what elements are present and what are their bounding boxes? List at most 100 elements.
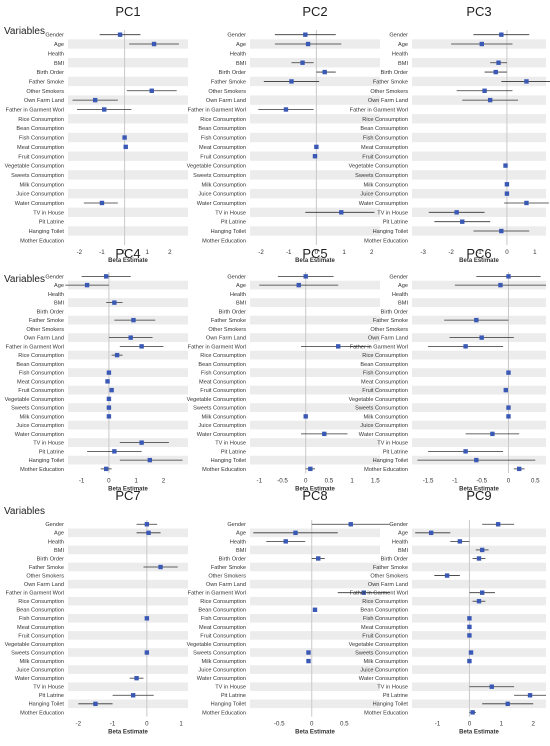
estimate-point: [303, 274, 308, 279]
estimate-point: [524, 79, 529, 84]
variable-label: Milk Consumption: [364, 182, 408, 188]
variable-label: Fruit Consumption: [18, 388, 64, 394]
variable-label: Vegetable Consumption: [5, 164, 64, 170]
estimate-point: [499, 228, 504, 234]
variable-label: Sweets Consumption: [193, 173, 246, 179]
x-tick-label: -2: [258, 249, 264, 256]
variable-label: Mother Education: [202, 467, 246, 473]
estimate-point: [504, 182, 510, 187]
panel-pc2: PC2 Gender Age Health BMI Birth Order Father S…: [187, 4, 380, 264]
estimate-point: [460, 219, 465, 224]
x-tick-label: -0.5: [277, 477, 288, 484]
variable-label: Other Smokers: [208, 573, 246, 579]
variable-label: Water Consumption: [359, 676, 408, 682]
estimate-point: [463, 449, 468, 454]
variable-label: Pit Latrine: [221, 693, 246, 699]
row-stripe: [412, 368, 546, 377]
variable-label: Gender: [227, 522, 246, 528]
variable-label: Father Smoke: [29, 79, 64, 85]
row-stripe: [250, 132, 380, 143]
variable-label: Age: [54, 42, 64, 48]
variable-label: Own Farm Land: [206, 582, 246, 588]
estimate-point: [517, 466, 522, 472]
row-stripe: [412, 438, 546, 447]
variable-label: Milk Consumption: [202, 182, 246, 188]
x-tick-label: -1.5: [423, 477, 434, 484]
variable-label: Meat Consumption: [361, 145, 408, 151]
estimate-point: [474, 457, 479, 463]
estimate-point: [112, 300, 117, 305]
row-stripe: [68, 132, 188, 143]
estimate-point: [289, 79, 294, 84]
row-stripe: [250, 562, 380, 572]
variable-label: Gender: [389, 274, 408, 280]
row-stripe: [250, 579, 380, 589]
x-tick-label: -1: [257, 477, 263, 484]
variable-label: Juice Consumption: [16, 192, 64, 198]
variable-label: Fish Consumption: [19, 371, 64, 377]
estimate-point: [308, 466, 313, 472]
estimate-point: [479, 41, 484, 47]
x-axis-title: Beta Estimate: [295, 258, 335, 264]
variable-label: Bean Consumption: [198, 608, 246, 614]
variable-label: TV in House: [215, 685, 246, 691]
variable-label: Gender: [389, 522, 408, 528]
row-stripe: [68, 420, 188, 430]
x-tick-label: 1: [134, 477, 138, 484]
variable-label: BMI: [236, 61, 246, 67]
row-stripe: [250, 188, 380, 199]
estimate-point: [322, 69, 327, 75]
x-tick-label: 0: [310, 721, 314, 728]
variable-label: Water Consumption: [197, 201, 246, 207]
estimate-point: [479, 590, 485, 595]
variable-label: Mother Education: [20, 238, 64, 244]
variable-label: BMI: [236, 548, 246, 554]
variable-label: Sweets Consumption: [11, 173, 64, 179]
variable-label: Water Consumption: [15, 432, 64, 438]
variable-label: Gender: [45, 274, 64, 280]
variable-label: Vegetable Consumption: [5, 397, 64, 403]
estimate-point: [479, 547, 485, 553]
x-tick-label: 2: [532, 721, 536, 728]
variable-label: Milk Consumption: [364, 414, 408, 420]
variable-label: Own Farm Land: [368, 98, 408, 104]
row-stripe: [412, 420, 546, 430]
variable-label: Own Farm Land: [24, 98, 64, 104]
variable-label: Fruit Consumption: [18, 633, 64, 639]
row-stripe: [250, 438, 380, 447]
row-stripe: [68, 58, 188, 68]
panel-pc9: PC9 Gender Age Health BMI Birth Order Father S…: [349, 488, 546, 736]
variable-label: Rice Consumption: [362, 353, 408, 359]
variable-label: Health: [48, 292, 64, 298]
estimate-point: [463, 344, 468, 349]
row-stripe: [68, 280, 188, 290]
estimate-point: [131, 317, 136, 323]
estimate-point: [103, 274, 109, 279]
variable-label: Father Smoke: [211, 565, 246, 571]
estimate-point: [506, 274, 511, 279]
variable-label: TV in House: [33, 210, 64, 216]
estimate-point: [283, 107, 289, 112]
estimate-point: [128, 335, 133, 340]
estimate-point: [130, 693, 136, 698]
variable-label: Father Smoke: [373, 565, 408, 571]
panel-title: PC6: [466, 246, 491, 261]
x-tick-label: -0.5: [476, 477, 487, 484]
x-tick-label: -1: [79, 477, 85, 484]
row-stripe: [250, 665, 380, 674]
variables-label-row-3: Variables: [4, 506, 45, 517]
estimate-point: [146, 530, 151, 536]
variable-label: Rice Consumption: [362, 599, 408, 605]
row-stripe: [412, 579, 546, 589]
estimate-point: [506, 414, 511, 419]
variable-label: Sweets Consumption: [193, 406, 246, 412]
variables-label-row-2: Variables: [4, 274, 45, 285]
variable-label: Father in Garment Worl: [350, 591, 408, 597]
variable-label: Vegetable Consumption: [349, 397, 408, 403]
panel-title: PC1: [115, 4, 140, 19]
variable-label: Bean Consumption: [16, 608, 64, 614]
row-stripe: [68, 562, 188, 572]
estimate-point: [306, 658, 311, 664]
estimate-point: [428, 530, 434, 536]
variable-label: Milk Consumption: [202, 414, 246, 420]
